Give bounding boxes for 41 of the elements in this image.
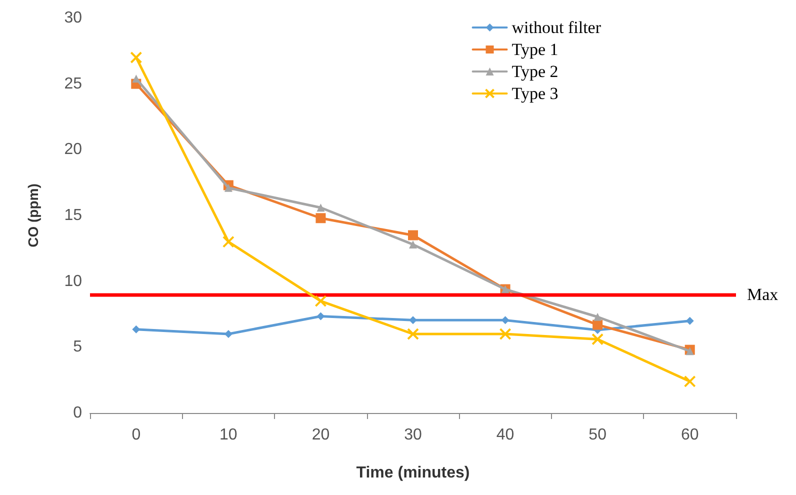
point — [314, 295, 327, 308]
x-axis-title: Time (minutes) — [356, 464, 470, 482]
legend-label: Type 3 — [512, 84, 558, 103]
point — [499, 328, 512, 340]
point — [132, 325, 140, 334]
y-tick-label: 5 — [73, 338, 82, 356]
point — [130, 52, 142, 64]
y-tick-label: 25 — [64, 75, 82, 92]
x-tick-label: 60 — [680, 426, 699, 444]
point — [594, 312, 602, 321]
y-tick-label: 20 — [64, 141, 82, 158]
x-tick-label: 20 — [312, 426, 330, 444]
y-tick-label: 30 — [64, 10, 82, 26]
y-axis-title: CO (ppm) — [25, 184, 41, 248]
point — [316, 312, 325, 320]
legend-label: without filter — [512, 18, 602, 37]
point — [224, 184, 232, 192]
x-tick-label: 50 — [588, 426, 607, 444]
point — [407, 328, 419, 340]
legend-label: Type 1 — [512, 40, 558, 59]
x-tick-label: 10 — [220, 426, 238, 444]
point — [408, 230, 418, 240]
point — [409, 240, 417, 248]
point — [592, 320, 603, 330]
x-tick-label: 30 — [404, 426, 422, 444]
legend-label: Type 2 — [512, 62, 558, 81]
point — [684, 375, 696, 388]
y-tick-label: 10 — [64, 272, 82, 290]
point — [409, 316, 417, 324]
point — [316, 204, 325, 212]
point — [592, 333, 604, 346]
ref-line-label: Max — [747, 285, 779, 304]
y-tick-label: 0 — [73, 404, 82, 422]
point — [316, 213, 326, 224]
x-tick-label: 40 — [496, 426, 514, 444]
point — [501, 316, 510, 324]
point — [686, 316, 694, 325]
point — [686, 347, 694, 356]
y-tick-label: 15 — [64, 207, 82, 224]
point — [222, 236, 234, 248]
x-tick-label: 0 — [132, 426, 141, 444]
